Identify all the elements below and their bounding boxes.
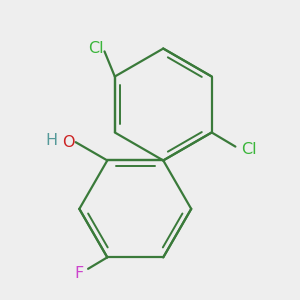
Text: O: O (62, 135, 74, 150)
Text: Cl: Cl (88, 41, 103, 56)
Text: F: F (75, 266, 84, 281)
Text: Cl: Cl (241, 142, 257, 157)
Text: H: H (45, 133, 57, 148)
